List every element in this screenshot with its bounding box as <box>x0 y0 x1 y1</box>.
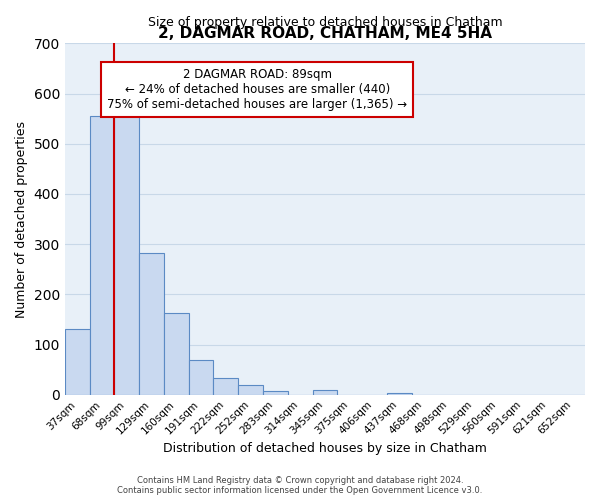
Text: Size of property relative to detached houses in Chatham: Size of property relative to detached ho… <box>148 16 502 30</box>
Bar <box>89 116 115 394</box>
Text: 2 DAGMAR ROAD: 89sqm
← 24% of detached houses are smaller (440)
75% of semi-deta: 2 DAGMAR ROAD: 89sqm ← 24% of detached h… <box>107 68 407 111</box>
Bar <box>387 393 412 394</box>
Title: 2, DAGMAR ROAD, CHATHAM, ME4 5HA: 2, DAGMAR ROAD, CHATHAM, ME4 5HA <box>158 26 492 41</box>
Bar <box>263 391 288 394</box>
Bar <box>214 378 238 394</box>
Bar <box>188 360 214 394</box>
Bar <box>65 330 89 394</box>
Bar <box>164 313 188 394</box>
Bar <box>313 390 337 394</box>
Y-axis label: Number of detached properties: Number of detached properties <box>15 120 28 318</box>
Bar <box>139 252 164 394</box>
Bar <box>115 116 139 394</box>
Text: Contains HM Land Registry data © Crown copyright and database right 2024.
Contai: Contains HM Land Registry data © Crown c… <box>118 476 482 495</box>
X-axis label: Distribution of detached houses by size in Chatham: Distribution of detached houses by size … <box>163 442 487 455</box>
Bar <box>238 384 263 394</box>
